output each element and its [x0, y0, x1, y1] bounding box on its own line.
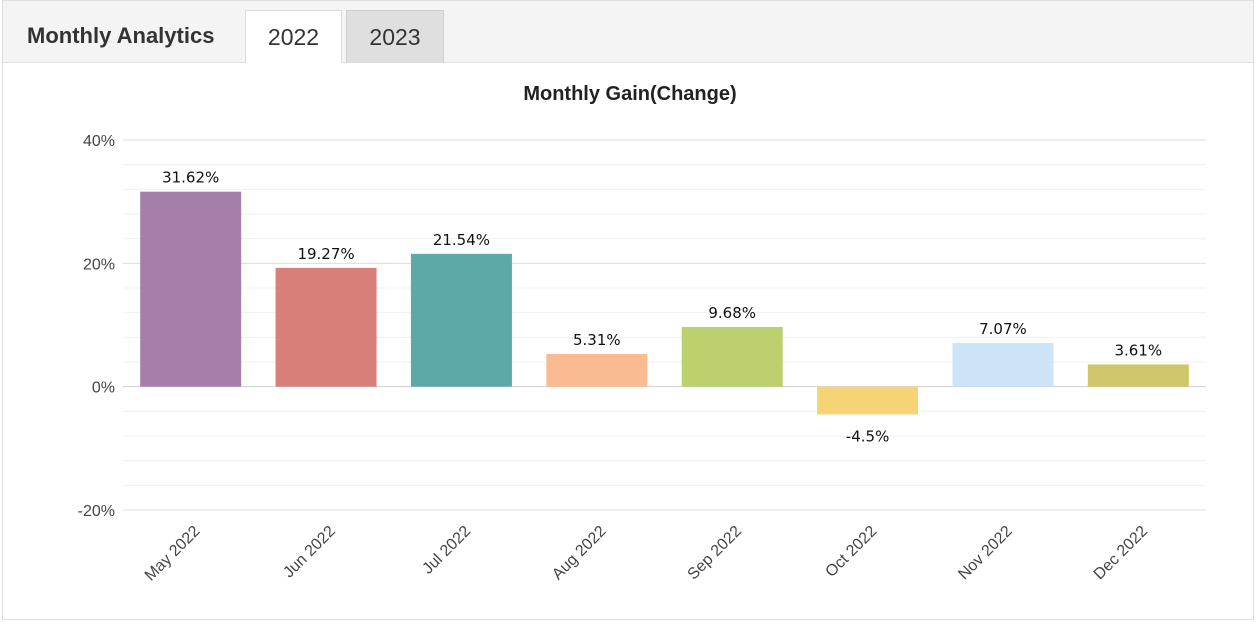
bar: [952, 343, 1054, 387]
tab-2022[interactable]: 2022: [245, 10, 342, 63]
y-tick-label: -20%: [78, 503, 115, 520]
bar: [546, 353, 648, 387]
panel-title: Monthly Analytics: [27, 23, 215, 48]
bar: [817, 386, 919, 415]
x-tick-label: May 2022: [142, 523, 204, 585]
y-tick-label: 0%: [92, 380, 115, 397]
data-label: 21.54%: [433, 231, 490, 249]
bar: [275, 267, 377, 387]
x-tick-label: Oct 2022: [822, 523, 880, 581]
data-label: -4.5%: [846, 427, 890, 445]
tab-2023[interactable]: 2023: [346, 10, 444, 63]
chart-title: Monthly Gain(Change): [523, 83, 736, 105]
tab-bar: Monthly Analytics 2022 2023: [3, 1, 1253, 63]
x-tick-label: Aug 2022: [549, 523, 610, 584]
bar: [410, 253, 512, 387]
data-label: 19.27%: [297, 245, 354, 263]
data-label: 5.31%: [573, 331, 621, 349]
x-tick-label: Dec 2022: [1091, 523, 1152, 584]
bar: [140, 191, 242, 387]
data-label: 9.68%: [708, 304, 756, 322]
data-label: 31.62%: [162, 169, 219, 187]
bar: [1087, 364, 1189, 387]
x-tick-label: Jul 2022: [419, 523, 474, 578]
data-label: 7.07%: [979, 320, 1027, 338]
x-tick-label: Jun 2022: [280, 523, 339, 582]
x-tick-label: Sep 2022: [685, 523, 746, 584]
bar: [681, 326, 783, 387]
data-label: 3.61%: [1114, 341, 1162, 359]
y-tick-label: 40%: [83, 133, 115, 150]
x-tick-label: Nov 2022: [955, 523, 1016, 584]
y-tick-label: 20%: [83, 256, 115, 273]
